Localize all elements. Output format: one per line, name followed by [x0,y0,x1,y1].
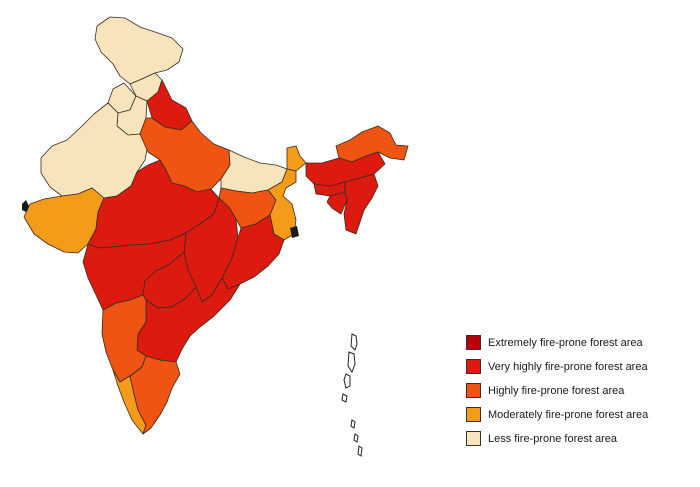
region-tripura [326,191,348,215]
legend-label: Very highly fire-prone forest area [488,360,648,373]
legend-label: Less fire-prone forest area [488,432,618,445]
map-legend: Extremely fire-prone forest area Very hi… [466,334,696,454]
legend-swatch [466,431,481,446]
legend-label: Moderately fire-prone forest area [488,408,649,421]
region-jammu-kashmir [94,16,184,85]
legend-swatch [466,383,481,398]
region-karnataka [101,294,147,383]
legend-item-moderate: Moderately fire-prone forest area [466,406,696,423]
region-sikkim [286,145,307,172]
gujarat-coast-detail [22,200,29,212]
legend-item-less: Less fire-prone forest area [466,430,696,447]
region-tamil-nadu [129,355,181,435]
andaman-nicobar-islands [341,333,363,457]
legend-label: Highly fire-prone forest area [488,384,625,397]
legend-label: Extremely fire-prone forest area [488,336,643,349]
sundarbans-detail [290,226,299,238]
legend-item-very-high: Very highly fire-prone forest area [466,358,696,375]
legend-swatch [466,407,481,422]
legend-swatch [466,359,481,374]
legend-item-high: Highly fire-prone forest area [466,382,696,399]
legend-item-extreme: Extremely fire-prone forest area [466,334,696,351]
region-northeast-south [343,173,379,235]
legend-swatch [466,335,481,350]
region-gujarat [23,187,105,254]
